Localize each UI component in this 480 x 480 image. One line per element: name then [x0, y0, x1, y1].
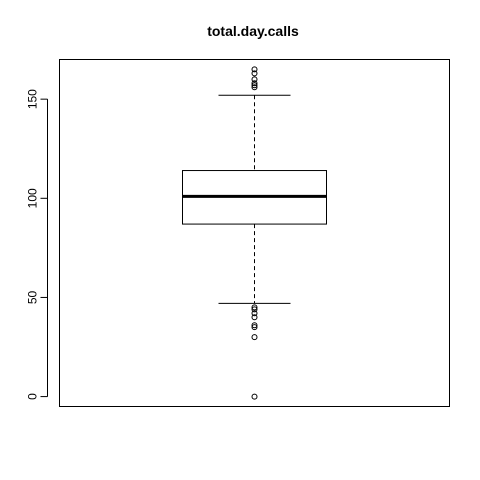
outlier-point [251, 76, 258, 83]
outlier-point [251, 310, 258, 317]
outlier-point [251, 84, 258, 91]
outlier-group [251, 66, 258, 400]
outlier-point [251, 304, 258, 311]
y-tick-label: 0 [26, 393, 40, 400]
chart-title: total.day.calls [207, 23, 299, 39]
outlier-point [251, 324, 258, 331]
outlier-point [251, 393, 258, 400]
box-group [182, 94, 327, 304]
outlier-point [251, 322, 258, 329]
y-tick-label: 50 [26, 290, 40, 304]
y-axis: 0 50 100 150 [26, 89, 48, 400]
outlier-point [251, 66, 258, 73]
outlier-point [251, 80, 258, 87]
y-tick-label: 100 [26, 188, 40, 208]
outlier-point [251, 314, 258, 321]
outlier-point [251, 334, 258, 341]
outlier-point [251, 306, 258, 313]
y-tick-label: 150 [26, 89, 40, 109]
plot-frame [59, 59, 450, 407]
outlier-point [251, 70, 258, 77]
outlier-point [251, 82, 258, 89]
